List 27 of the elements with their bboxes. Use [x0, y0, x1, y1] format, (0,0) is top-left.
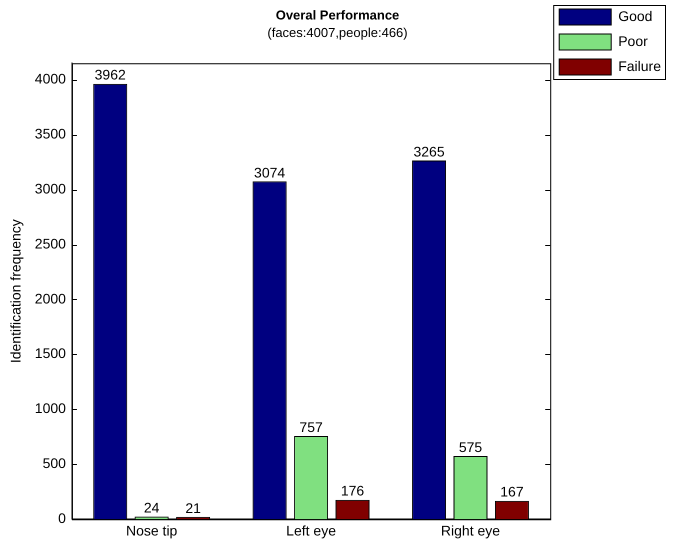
y-tick-label: 2000	[34, 290, 66, 306]
x-tick-label: Left eye	[286, 522, 336, 538]
y-tick-label: 1500	[34, 345, 66, 362]
legend-label: Good	[618, 8, 652, 24]
data-label: 575	[458, 438, 482, 455]
y-tick-label: 0	[58, 510, 66, 526]
x-tick-label: Nose tip	[126, 522, 178, 538]
data-label: 3265	[413, 143, 445, 160]
y-tick-label: 3500	[34, 125, 66, 142]
x-tick-label: Right eye	[440, 522, 500, 538]
data-label: 3074	[254, 164, 286, 180]
data-label: 21	[185, 500, 202, 516]
legend-label: Failure	[618, 58, 662, 74]
data-label: 757	[299, 418, 323, 435]
chart-subtitle: (faces:4007,people:466)	[267, 24, 408, 40]
data-label: 176	[340, 482, 364, 499]
data-label: 24	[144, 499, 160, 516]
y-tick-label: 500	[42, 455, 66, 472]
y-tick-label: 4000	[34, 70, 66, 87]
y-axis-title: Identification frequency	[7, 219, 24, 364]
y-tick-label: 2500	[34, 235, 66, 252]
data-label: 167	[500, 484, 524, 500]
y-tick-label: 1000	[34, 400, 66, 416]
legend-label: Poor	[618, 32, 648, 49]
data-label: 3962	[94, 66, 126, 83]
y-tick-label: 3000	[34, 180, 66, 196]
chart-title: Overal Performance	[276, 7, 400, 22]
